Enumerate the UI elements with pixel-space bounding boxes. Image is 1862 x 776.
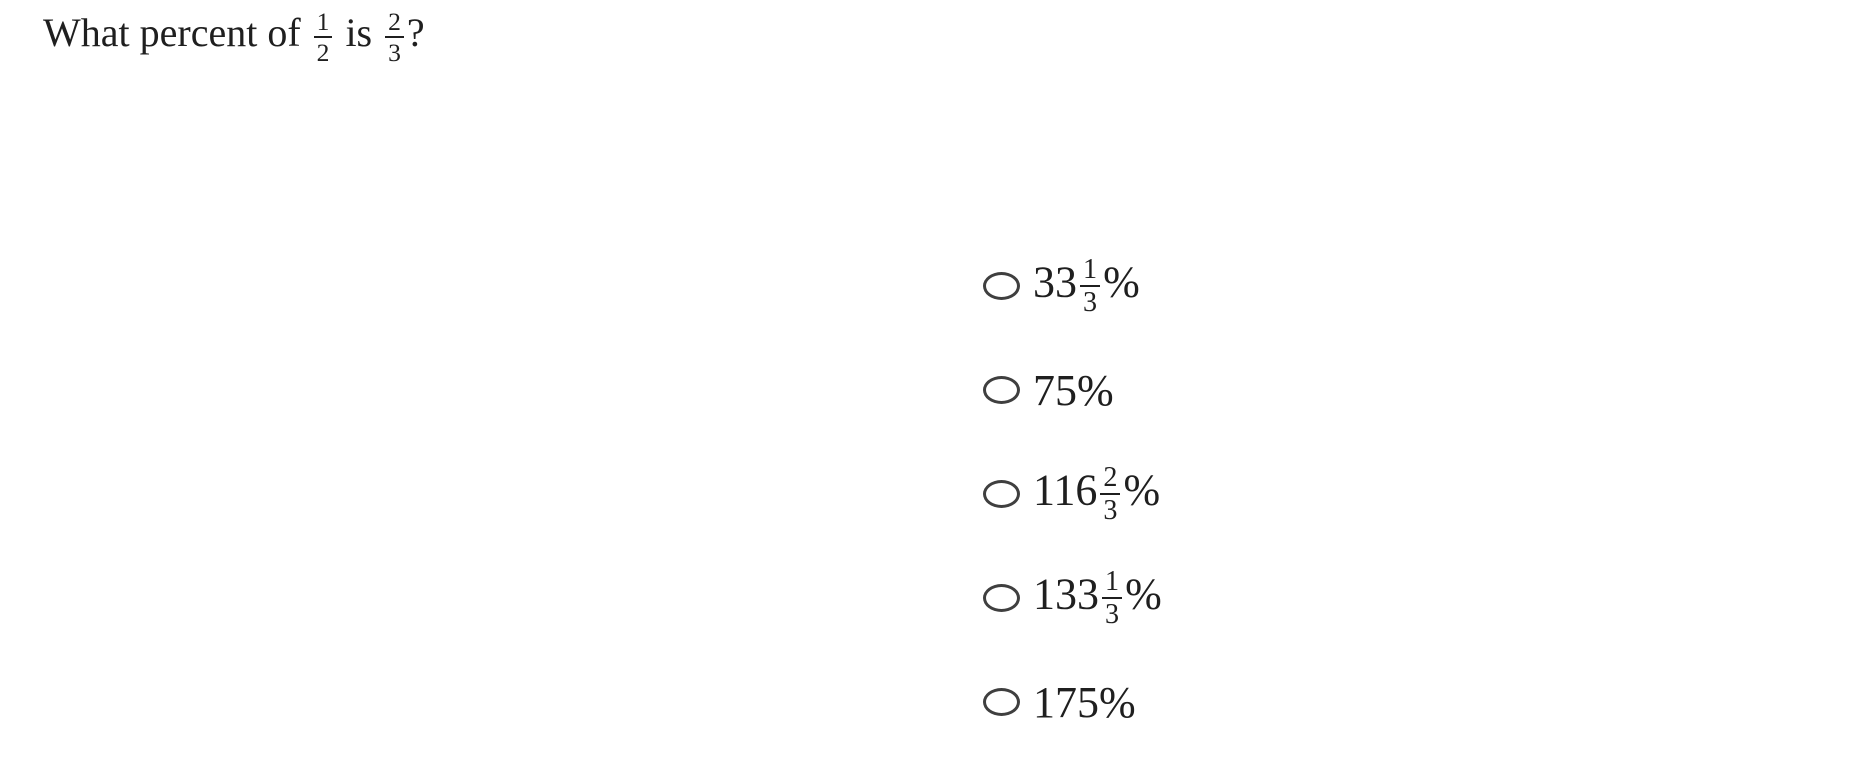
fraction-denominator: 2 [316,38,330,68]
percent-sign: % [1103,257,1140,307]
option-label: 175% [1033,677,1136,728]
percent-sign: % [1123,465,1161,515]
option-label: 116 2 3% [1033,463,1161,526]
answer-options-list: 33 1 3% 75% 116 2 3% 133 1 3% 175% [983,234,1162,754]
question-connector: is [345,10,373,56]
answer-option-5[interactable]: 175% [983,650,1162,754]
percent-sign: % [1125,569,1162,619]
fraction-numerator: 1 [1080,255,1101,287]
radio-button-icon[interactable] [983,376,1020,404]
option-label: 133 1 3% [1033,567,1162,630]
percent-sign: % [1099,677,1136,727]
option-whole-number: 75 [1033,365,1077,415]
fraction-denominator: 3 [388,38,401,68]
question-suffix: ? [406,10,425,56]
option-label: 33 1 3% [1033,255,1140,318]
answer-option-2[interactable]: 75% [983,338,1162,442]
fraction-denominator: 3 [1105,599,1120,630]
option-label: 75% [1033,365,1114,416]
percent-sign: % [1077,365,1114,415]
option-whole-number: 133 [1033,569,1099,619]
radio-button-icon[interactable] [983,688,1020,716]
answer-option-1[interactable]: 33 1 3% [983,234,1162,338]
question-prefix: What percent of [43,10,301,56]
fraction-numerator: 1 [1102,567,1123,599]
answer-option-4[interactable]: 133 1 3% [983,546,1162,650]
fraction-denominator: 3 [1083,287,1098,318]
fraction-numerator: 2 [385,9,404,39]
option-whole-number: 33 [1033,257,1077,307]
radio-button-icon[interactable] [983,272,1020,300]
option-whole-number: 116 [1033,465,1098,515]
fraction-numerator: 2 [1100,463,1121,495]
answer-option-3[interactable]: 116 2 3% [983,442,1162,546]
fraction-denominator: 3 [1103,495,1118,526]
radio-button-icon[interactable] [983,480,1020,508]
fraction-numerator: 1 [313,9,333,39]
radio-button-icon[interactable] [983,584,1020,612]
option-whole-number: 175 [1033,677,1099,727]
